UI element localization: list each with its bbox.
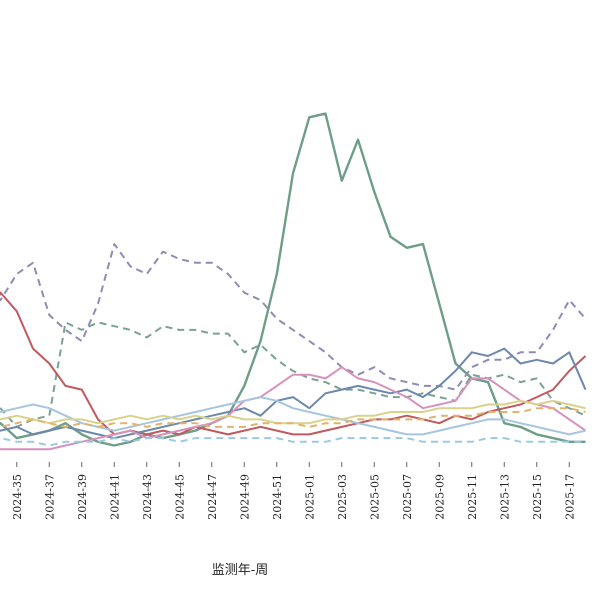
x-axis: 2024-332024-352024-372024-392024-412024-… [11,462,576,520]
x-tick-label: 2024-51 [271,474,284,520]
series-4 [0,291,587,436]
x-tick-label: 2025-17 [563,474,576,520]
x-tick-label: 2025-01 [303,474,316,520]
series-line [0,407,586,429]
x-axis-title: 监测年-周 [212,563,268,578]
x-tick-label: 2024-47 [206,474,219,520]
x-tick-label: 2025-07 [401,474,414,520]
series-10 [0,437,586,447]
series-line [0,291,587,436]
x-tick-label: 2024-37 [43,474,56,520]
x-tick-label: 2024-35 [11,474,24,520]
x-tick-label: 2024-43 [141,474,154,520]
series-line [0,321,586,428]
x-tick-label: 2025-03 [336,474,349,520]
series-2 [0,243,587,391]
series-line [0,112,586,447]
series-6 [0,366,587,451]
x-tick-label: 2025-13 [498,474,511,520]
x-tick-label: 2025-11 [466,474,479,520]
series-line [0,437,586,447]
series-layer [0,112,587,451]
x-tick-label: 2024-39 [76,474,89,520]
series-line [0,366,587,451]
x-tick-label: 2024-41 [108,474,121,520]
x-tick-label: 2024-49 [238,474,251,520]
series-line [0,243,587,391]
series-3 [0,321,586,428]
series-7 [0,396,586,436]
x-tick-label: 2025-09 [433,474,446,520]
x-tick-label: 2025-15 [531,474,544,520]
x-tick-label: 2024-45 [173,474,186,520]
series-line [0,396,586,436]
series-1 [0,112,586,447]
x-tick-label: 2025-05 [368,474,381,520]
series-9 [0,407,586,429]
